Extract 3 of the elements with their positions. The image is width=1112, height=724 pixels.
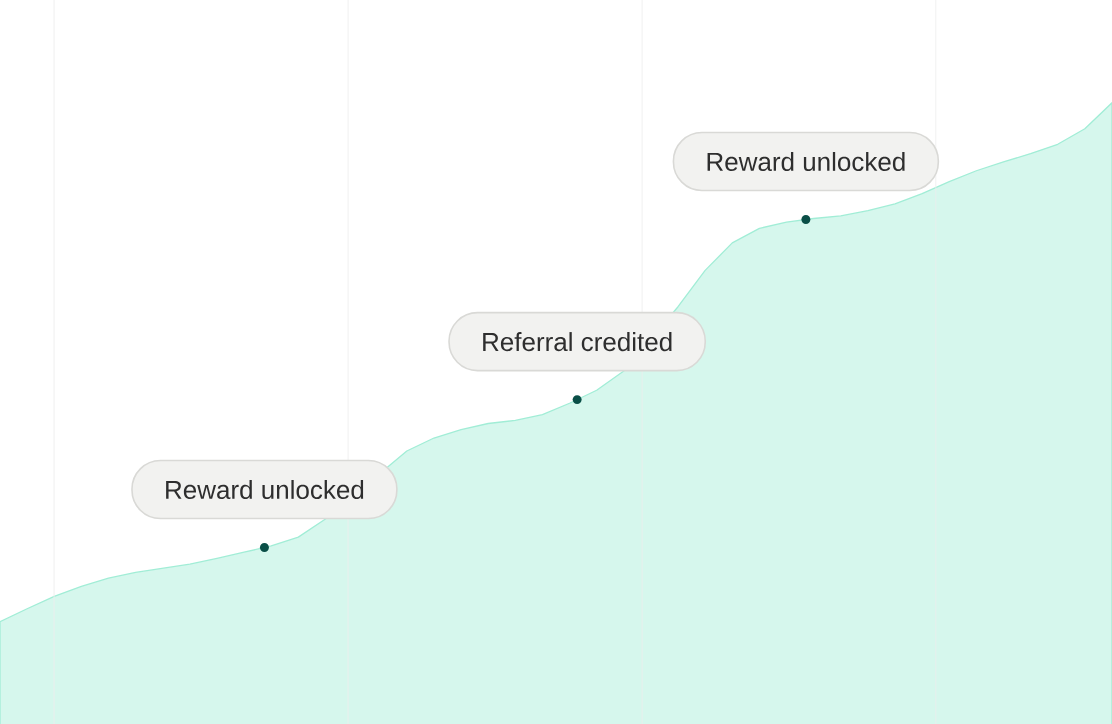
annotation: Referral credited — [483, 332, 672, 352]
annotation: Reward unlocked — [166, 480, 364, 500]
annotation: Reward unlocked — [707, 151, 905, 172]
